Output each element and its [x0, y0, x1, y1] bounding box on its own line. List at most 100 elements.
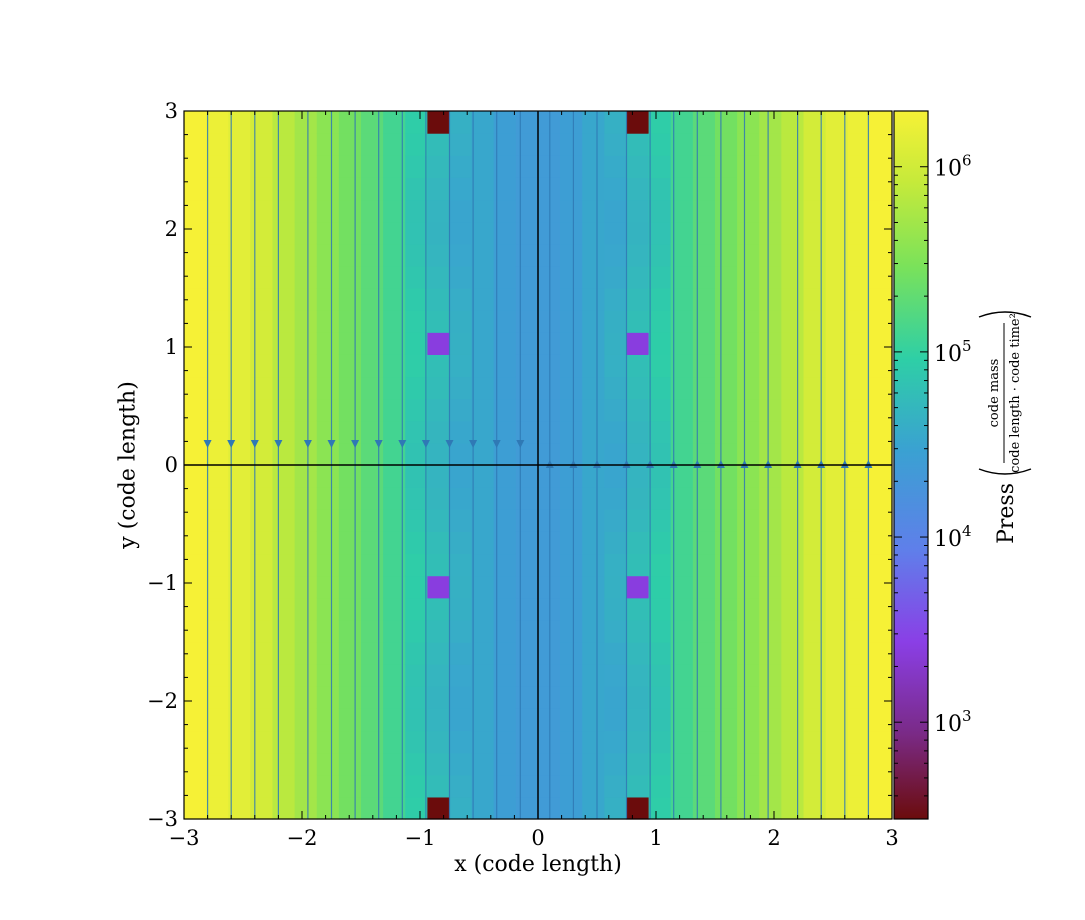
heatmap-cell	[405, 155, 428, 178]
heatmap-cell	[715, 155, 738, 178]
heatmap-cell	[250, 177, 274, 201]
heatmap-cell	[294, 376, 318, 400]
heatmap-cell	[626, 111, 650, 134]
heatmap-cell	[803, 531, 827, 555]
heatmap-cell	[781, 221, 805, 245]
heatmap-cell	[560, 243, 583, 267]
heatmap-cell	[294, 597, 318, 621]
heatmap-cell	[737, 597, 760, 621]
heatmap-cell	[715, 133, 738, 156]
heatmap-cell	[294, 487, 318, 510]
heatmap-cell	[361, 398, 384, 422]
heatmap-cell	[825, 553, 849, 577]
heatmap-cell	[383, 199, 406, 223]
heatmap-cell	[316, 420, 340, 444]
heatmap-cell	[781, 465, 805, 488]
heatmap-cell	[759, 752, 782, 776]
heatmap-cell	[759, 796, 782, 820]
heatmap-cell	[184, 597, 207, 621]
heatmap-cell	[626, 664, 650, 687]
heatmap-cell	[471, 575, 495, 599]
heatmap-cell	[825, 310, 849, 333]
heatmap-cell	[825, 730, 849, 754]
heatmap-cell	[560, 686, 583, 709]
heatmap-cell	[294, 642, 318, 665]
heatmap-cell	[692, 111, 716, 134]
heatmap-cell	[759, 619, 782, 643]
heatmap-cell	[228, 420, 251, 444]
heatmap-cell	[228, 752, 251, 776]
heatmap-cell	[228, 553, 251, 577]
heatmap-cell	[803, 575, 827, 599]
heatmap-cell	[560, 730, 583, 754]
heatmap-cell	[759, 575, 782, 599]
heatmap-cell	[803, 155, 827, 178]
heatmap-cell	[715, 265, 738, 289]
heatmap-cell	[272, 730, 296, 754]
y-tick-label: −2	[147, 689, 178, 713]
heatmap-cell	[604, 730, 628, 754]
heatmap-cell	[515, 420, 539, 444]
heatmap-cell	[759, 332, 782, 355]
heatmap-cell	[670, 376, 694, 400]
heatmap-cell	[515, 686, 539, 709]
heatmap-cell	[803, 752, 827, 776]
heatmap-cell	[361, 420, 384, 444]
heatmap-cell	[250, 774, 274, 798]
heatmap-cell	[626, 487, 650, 510]
heatmap-cell	[206, 796, 229, 820]
heatmap-cell	[228, 664, 251, 687]
heatmap-cell	[759, 265, 782, 289]
heatmap-cell	[560, 420, 583, 444]
heatmap-cell	[272, 796, 296, 820]
heatmap-cell	[493, 487, 517, 510]
heatmap-cell	[847, 487, 871, 510]
heatmap-cell	[206, 619, 229, 643]
heatmap-cell	[449, 265, 473, 289]
heatmap-cell	[250, 752, 274, 776]
heatmap-cell	[316, 221, 340, 245]
streamline-arrow	[740, 460, 749, 468]
heatmap-cell	[471, 133, 495, 156]
heatmap-cell	[692, 155, 716, 178]
heatmap-cell	[781, 774, 805, 798]
heatmap-cell	[825, 332, 849, 355]
heatmap-cell	[471, 730, 495, 754]
heatmap-cell	[361, 310, 384, 333]
heatmap-cell	[604, 664, 628, 687]
heatmap-cell	[449, 243, 473, 267]
heatmap-cell	[361, 465, 384, 488]
heatmap-cell	[184, 243, 207, 267]
heatmap-cell	[515, 774, 539, 798]
heatmap-cell	[825, 354, 849, 378]
heatmap-cell	[737, 111, 760, 134]
heatmap-cell	[715, 442, 738, 466]
heatmap-cell	[869, 442, 893, 466]
heatmap-cell	[515, 133, 539, 156]
heatmap-cell	[759, 420, 782, 444]
heatmap-cell	[781, 575, 805, 599]
heatmap-cell	[515, 288, 539, 311]
heatmap-cell	[383, 243, 406, 267]
heatmap-cell	[206, 332, 229, 355]
heatmap-cell	[648, 332, 672, 355]
heatmap-cell	[560, 487, 583, 510]
heatmap-cell	[383, 465, 406, 488]
heatmap-cell	[272, 487, 296, 510]
heatmap-cell	[250, 642, 274, 665]
heatmap-cell	[294, 354, 318, 378]
heatmap-cell	[670, 774, 694, 798]
heatmap-cell	[338, 708, 362, 732]
heatmap-cell	[626, 730, 650, 754]
heatmap-cell	[294, 442, 318, 466]
heatmap-cell	[294, 708, 318, 732]
heatmap-cell	[228, 398, 251, 422]
heatmap-cell	[228, 243, 251, 267]
heatmap-cell	[383, 133, 406, 156]
streamline-arrow	[516, 439, 525, 448]
heatmap-cell	[803, 354, 827, 378]
heatmap-cell	[383, 111, 406, 134]
heatmap-cell	[361, 774, 384, 798]
heatmap-cell	[405, 199, 428, 223]
